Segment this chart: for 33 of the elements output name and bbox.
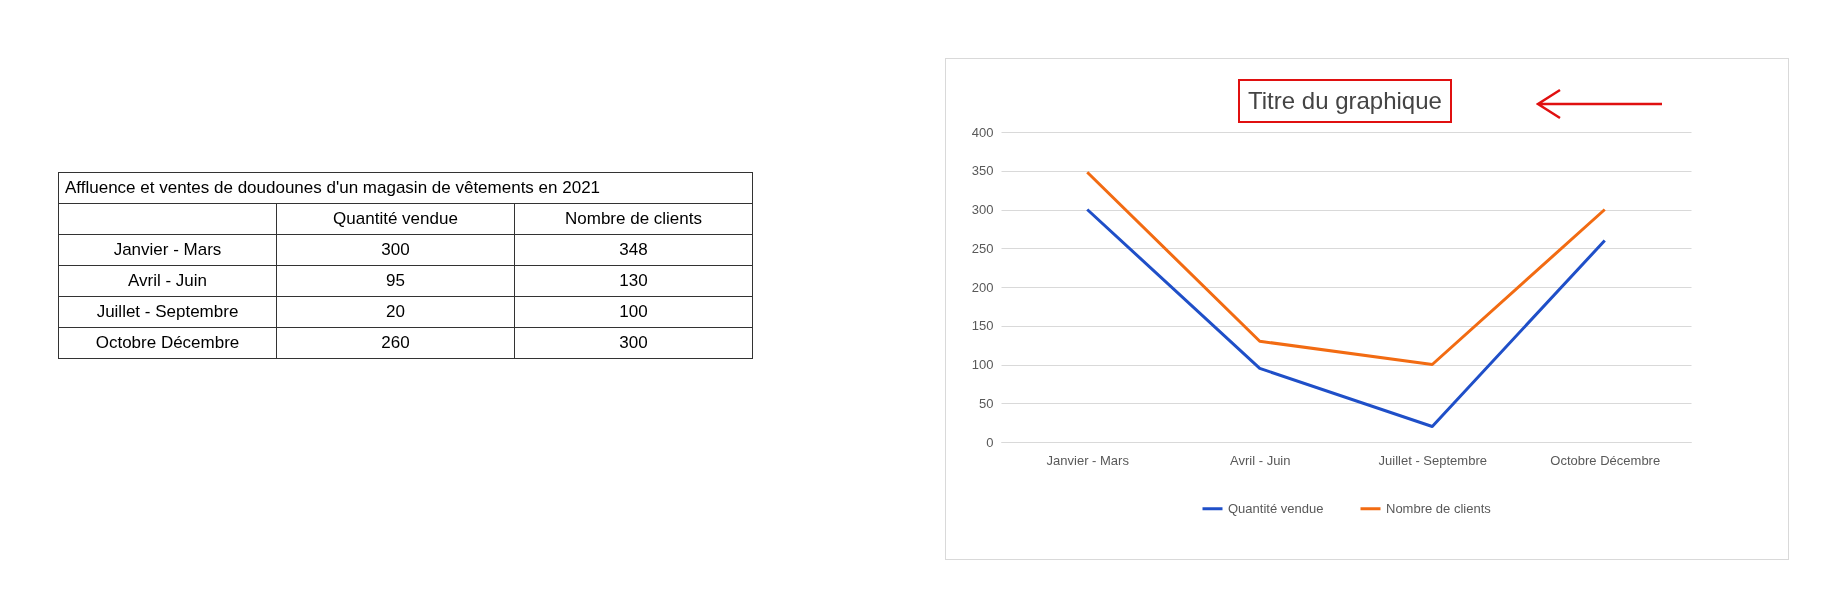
category-label: Avril - Juin xyxy=(58,265,277,297)
x-tick-label: Octobre Décembre xyxy=(1550,452,1661,468)
y-tick-label: 150 xyxy=(971,318,994,334)
x-tick-label: Avril - Juin xyxy=(1230,452,1291,468)
text: Nombre de clients xyxy=(514,203,753,235)
text: Affluence et ventes de doudounes d'un magasin de vêtements en 2021 xyxy=(58,172,753,204)
category-label: Janvier - Mars xyxy=(58,234,277,266)
chart-title: Titre du graphique xyxy=(1238,79,1452,123)
category-label: Octobre Décembre xyxy=(58,327,277,359)
data-label: 95 xyxy=(276,265,515,297)
category-label: Juillet - Septembre xyxy=(58,296,277,328)
x-tick-label: Juillet - Septembre xyxy=(1378,452,1487,468)
data-label: 20 xyxy=(276,296,515,328)
legend-label: Nombre de clients xyxy=(1386,500,1492,516)
y-tick-label: 200 xyxy=(971,279,994,295)
y-tick-label: 300 xyxy=(971,202,994,217)
y-tick-label: 0 xyxy=(986,434,994,450)
text: Quantité vendue xyxy=(276,203,515,235)
y-tick-label: 400 xyxy=(971,124,994,140)
y-tick-label: 100 xyxy=(971,357,994,372)
data-label: 300 xyxy=(276,234,515,266)
line-series xyxy=(1085,170,1607,366)
x-tick-label: Janvier - Mars xyxy=(1046,452,1130,468)
y-tick-label: 350 xyxy=(971,163,994,179)
data-label: 300 xyxy=(514,327,753,359)
y-tick-label: 50 xyxy=(979,395,994,411)
data-label: 348 xyxy=(514,234,753,266)
data-label: 260 xyxy=(276,327,515,359)
data-label: 130 xyxy=(514,265,753,297)
y-tick-label: 250 xyxy=(971,240,994,256)
legend-label: Quantité vendue xyxy=(1228,500,1324,516)
line-series xyxy=(1085,208,1607,428)
data-label: 100 xyxy=(514,296,753,328)
